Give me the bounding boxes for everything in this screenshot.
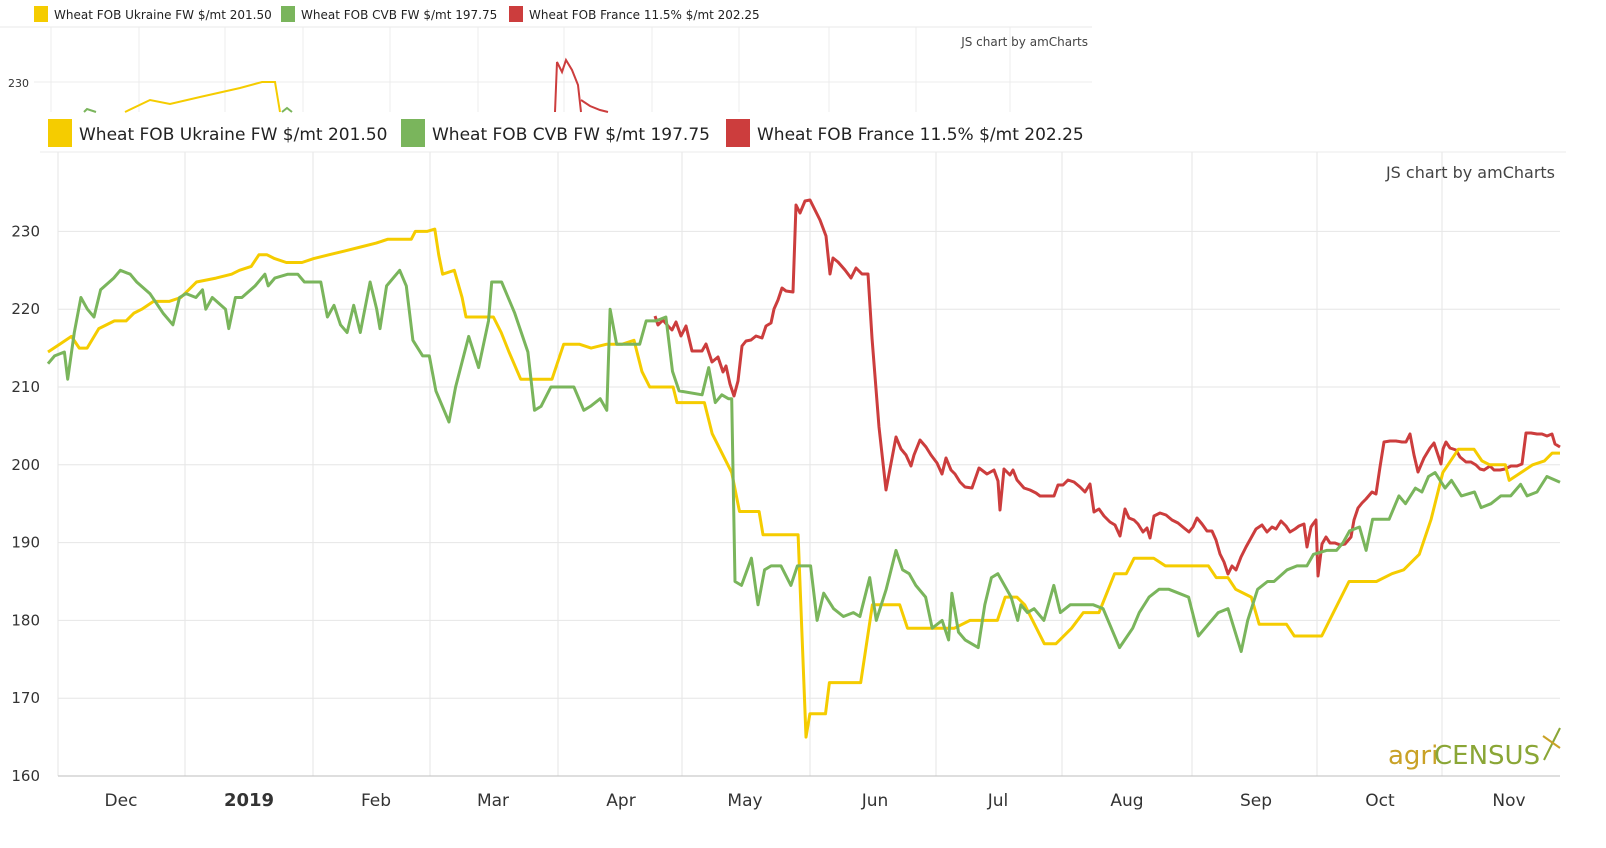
ghost-y-tick: 230 bbox=[8, 77, 29, 90]
legend-label: Wheat FOB CVB FW $/mt 197.75 bbox=[432, 125, 710, 145]
legend-item[interactable]: Wheat FOB France 11.5% $/mt 202.25 bbox=[726, 119, 1084, 147]
x-tick-label: 2019 bbox=[224, 790, 274, 811]
legend-swatch bbox=[726, 119, 750, 147]
ghost-series-france bbox=[580, 99, 609, 113]
y-tick-label: 180 bbox=[11, 611, 40, 629]
ghost-legend-swatch bbox=[281, 6, 295, 22]
x-tick-label: Apr bbox=[606, 791, 635, 811]
y-tick-label: 230 bbox=[11, 222, 40, 240]
y-tick-label: 210 bbox=[11, 378, 40, 396]
ghost-legend-strip: Wheat FOB Ukraine FW $/mt 201.50 Wheat FO… bbox=[0, 6, 1092, 113]
y-tick-label: 220 bbox=[11, 300, 40, 318]
grid: 160 170 180 190 200 210 220 230 bbox=[11, 152, 1560, 785]
series-line-cvb bbox=[46, 268, 1561, 653]
ghost-legend-label: Wheat FOB Ukraine FW $/mt 201.50 bbox=[54, 8, 272, 22]
ghost-legend-label: Wheat FOB France 11.5% $/mt 202.25 bbox=[529, 8, 760, 22]
legend: Wheat FOB Ukraine FW $/mt 201.50 Wheat FO… bbox=[48, 119, 1084, 147]
ghost-series-cvb bbox=[281, 106, 293, 113]
credit-label: JS chart by amCharts bbox=[1385, 163, 1555, 182]
ghost-legend-swatch bbox=[509, 6, 523, 22]
legend-item[interactable]: Wheat FOB CVB FW $/mt 197.75 bbox=[401, 119, 710, 147]
series-line-ukraine bbox=[47, 227, 1560, 739]
ghost-series-cvb bbox=[83, 107, 97, 113]
ghost-legend-swatch bbox=[34, 6, 48, 22]
x-tick-label: Feb bbox=[361, 791, 391, 811]
y-tick-label: 160 bbox=[11, 767, 40, 785]
x-tick-label: Jun bbox=[861, 791, 889, 811]
logo-mark bbox=[1543, 727, 1561, 761]
y-tick-label: 170 bbox=[11, 689, 40, 707]
legend-swatch bbox=[401, 119, 425, 147]
logo-text-suffix: CENSUS bbox=[1434, 741, 1540, 771]
legend-label: Wheat FOB France 11.5% $/mt 202.25 bbox=[757, 125, 1084, 145]
x-tick-label: Oct bbox=[1365, 791, 1395, 811]
ghost-series-ukraine bbox=[124, 81, 281, 113]
legend-item[interactable]: Wheat FOB Ukraine FW $/mt 201.50 bbox=[48, 119, 387, 147]
legend-swatch bbox=[48, 119, 72, 147]
logo-mark bbox=[1542, 735, 1561, 749]
x-tick-label: Mar bbox=[477, 791, 509, 811]
legend-label: Wheat FOB Ukraine FW $/mt 201.50 bbox=[79, 125, 387, 145]
logo-text-prefix: agri bbox=[1388, 741, 1438, 771]
ghost-credit: JS chart by amCharts bbox=[960, 35, 1088, 49]
ghost-legend-label: Wheat FOB CVB FW $/mt 197.75 bbox=[301, 8, 497, 22]
x-tick-label: May bbox=[727, 791, 762, 811]
x-tick-label: Jul bbox=[987, 791, 1009, 811]
series-line-france bbox=[653, 198, 1561, 578]
ghost-series-france bbox=[554, 57, 582, 113]
x-tick-label: Dec bbox=[105, 791, 138, 811]
x-tick-label: Nov bbox=[1492, 791, 1525, 811]
x-tick-label: Aug bbox=[1110, 791, 1143, 811]
y-tick-label: 190 bbox=[11, 534, 40, 552]
y-tick-label: 200 bbox=[11, 456, 40, 474]
x-tick-label: Sep bbox=[1240, 791, 1272, 811]
